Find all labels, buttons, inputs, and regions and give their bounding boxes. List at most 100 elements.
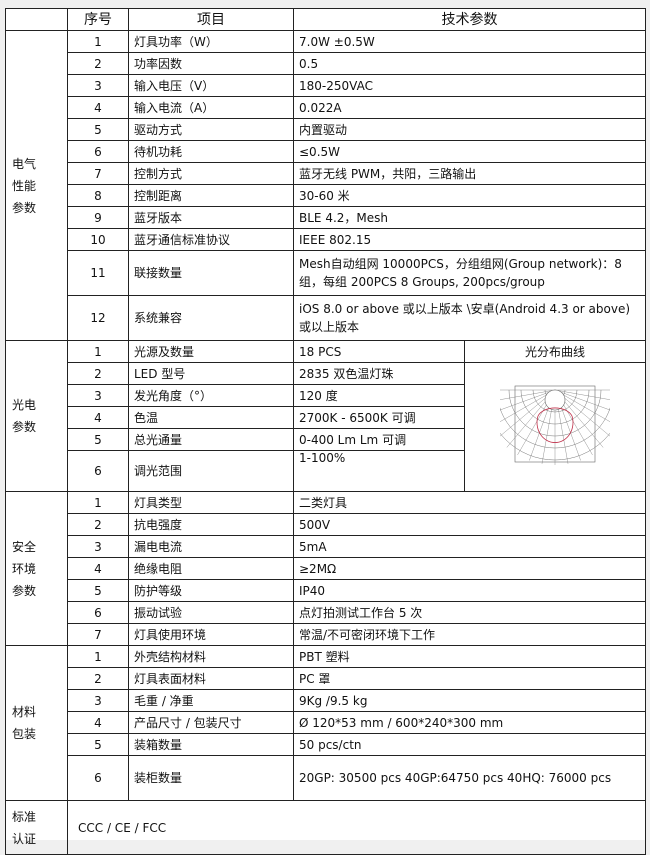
spec-sheet: 序号 项目 技术参数 电气 性能 参数 1 灯具功率（W） 7.0W ±0.5W 2 功率…: [5, 8, 646, 855]
table-row: 8 控制距离 30-60 米: [6, 184, 646, 207]
row-index: 4: [67, 711, 129, 734]
section-label: 光电 参数: [5, 340, 68, 492]
light-distribution-curve: [480, 385, 630, 465]
row-item: 灯具使用环境: [128, 623, 294, 646]
row-value: 180-250VAC: [293, 74, 646, 97]
row-value: 500V: [293, 513, 646, 536]
table-row: 安全 环境 参数 1 灯具类型 二类灯具: [5, 491, 646, 646]
row-value: IEEE 802.15: [293, 228, 646, 251]
row-value: 50 pcs/ctn: [293, 733, 646, 756]
row-item: 灯具表面材料: [128, 667, 294, 690]
row-item: 蓝牙版本: [128, 206, 294, 229]
row-value: 蓝牙无线 PWM，共阳，三路输出: [293, 162, 646, 185]
table-row: 6 装柜数量 20GP: 30500 pcs 40GP:64750 pcs 40HQ…: [6, 755, 646, 801]
row-value: 120 度: [293, 384, 465, 407]
table-row: 2 功率因数 0.5: [6, 52, 646, 75]
table-row: 9 蓝牙版本 BLE 4.2，Mesh: [6, 206, 646, 229]
section-row: 标准 认证 CCC / CE / FCC: [5, 800, 646, 855]
header-item: 项目: [128, 8, 294, 31]
table-row: 4 输入电流（A） 0.022A: [6, 96, 646, 119]
table-row: 2 抗电强度 500V: [6, 513, 646, 536]
row-item: 振动试验: [128, 601, 294, 624]
table-row: 5 防护等级 IP40: [6, 579, 646, 602]
row-index: 3: [67, 689, 129, 712]
row-value: 0.5: [293, 52, 646, 75]
header-category: [5, 8, 68, 31]
row-index: 6: [67, 450, 129, 492]
table-row: 12 系统兼容 iOS 8.0 or above 或以上版本 \安卓(Android…: [6, 295, 646, 341]
row-item: 漏电电流: [128, 535, 294, 558]
section-label: 标准 认证: [5, 800, 68, 855]
row-item: 毛重 / 净重: [128, 689, 294, 712]
table-row: 4 色温 2700K - 6500K 可调: [6, 406, 646, 429]
row-item: LED 型号: [128, 362, 294, 385]
row-item: 待机功耗: [128, 140, 294, 163]
curve-cell: [464, 362, 646, 492]
row-index: 6: [67, 755, 129, 801]
row-item: 装柜数量: [128, 755, 294, 801]
row-index: 11: [67, 250, 129, 296]
row-index: 5: [67, 118, 129, 141]
table-row: 4 产品尺寸 / 包装尺寸 Ø 120*53 mm / 600*240*300 mm: [6, 711, 646, 734]
row-value: 内置驱动: [293, 118, 646, 141]
section-label: 材料 包装: [5, 645, 68, 801]
row-item: 控制距离: [128, 184, 294, 207]
table-row: 6 振动试验 点灯拍测试工作台 5 次: [6, 601, 646, 624]
row-item: 系统兼容: [128, 295, 294, 341]
row-index: 5: [67, 733, 129, 756]
row-value: ≥2MΩ: [293, 557, 646, 580]
row-item: 灯具类型: [128, 491, 294, 514]
row-index: 8: [67, 184, 129, 207]
row-value: 点灯拍测试工作台 5 次: [293, 601, 646, 624]
table-row: 6 待机功耗 ≤0.5W: [6, 140, 646, 163]
row-index: 4: [67, 96, 129, 119]
row-item: 产品尺寸 / 包装尺寸: [128, 711, 294, 734]
row-value: Mesh自动组网 10000PCS，分组组网(Group network)：8组…: [293, 250, 646, 296]
row-item: 联接数量: [128, 250, 294, 296]
row-index: 12: [67, 295, 129, 341]
row-index: 4: [67, 406, 129, 429]
row-index: 7: [67, 162, 129, 185]
table-row: 3 输入电压（V） 180-250VAC: [6, 74, 646, 97]
table-row: 光电 参数 1 光源及数量 18 PCS 光分布曲线: [5, 340, 646, 492]
row-item: 蓝牙通信标准协议: [128, 228, 294, 251]
curve-title: 光分布曲线: [464, 340, 646, 363]
row-item: 输入电压（V）: [128, 74, 294, 97]
row-index: 1: [67, 645, 129, 668]
row-value: Ø 120*53 mm / 600*240*300 mm: [293, 711, 646, 734]
row-value: PBT 塑料: [293, 645, 646, 668]
row-value: iOS 8.0 or above 或以上版本 \安卓(Android 4.3 o…: [293, 295, 646, 341]
row-value: 0-400 Lm Lm 可调: [293, 428, 465, 451]
row-value: 2700K - 6500K 可调: [293, 406, 465, 429]
row-index: 7: [67, 623, 129, 646]
standards-value: CCC / CE / FCC: [67, 800, 646, 855]
table-row: 11 联接数量 Mesh自动组网 10000PCS，分组组网(Group netwo…: [6, 250, 646, 296]
row-value: PC 罩: [293, 667, 646, 690]
row-index: 2: [67, 362, 129, 385]
table-row: 6 调光范围 1-100%: [6, 450, 646, 492]
row-item: 装箱数量: [128, 733, 294, 756]
row-item: 总光通量: [128, 428, 294, 451]
row-item: 绝缘电阻: [128, 557, 294, 580]
row-value: 常温/不可密闭环境下工作: [293, 623, 646, 646]
row-index: 4: [67, 557, 129, 580]
row-item: 灯具功率（W）: [128, 30, 294, 53]
section-label: 安全 环境 参数: [5, 491, 68, 646]
table-row: 2 灯具表面材料 PC 罩: [6, 667, 646, 690]
table-row: 4 绝缘电阻 ≥2MΩ: [6, 557, 646, 580]
row-index: 1: [67, 30, 129, 53]
row-value: 9Kg /9.5 kg: [293, 689, 646, 712]
row-index: 3: [67, 384, 129, 407]
row-item: 防护等级: [128, 579, 294, 602]
row-value: 5mA: [293, 535, 646, 558]
table-row: 3 漏电电流 5mA: [6, 535, 646, 558]
row-value: 7.0W ±0.5W: [293, 30, 646, 53]
row-value: 18 PCS: [293, 340, 465, 363]
row-item: 外壳结构材料: [128, 645, 294, 668]
table-row: 7 控制方式 蓝牙无线 PWM，共阳，三路输出: [6, 162, 646, 185]
row-value: 2835 双色温灯珠: [293, 362, 465, 385]
header-index: 序号: [67, 8, 129, 31]
header-row: 序号 项目 技术参数: [5, 8, 646, 31]
row-value: 20GP: 30500 pcs 40GP:64750 pcs 40HQ: 760…: [293, 755, 646, 801]
spec-table: 序号 项目 技术参数 电气 性能 参数 1 灯具功率（W） 7.0W ±0.5W 2 功率…: [5, 8, 646, 855]
